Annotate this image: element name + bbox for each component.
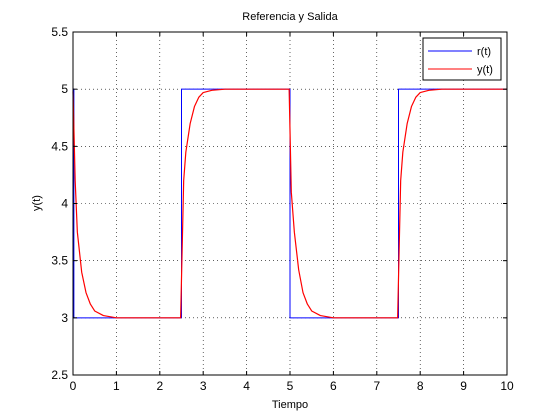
x-tick-label: 8 xyxy=(417,379,424,393)
series-line-y xyxy=(72,88,507,319)
legend-box xyxy=(422,37,502,81)
y-tick-label: 5 xyxy=(61,82,68,96)
legend-label-r: r(t) xyxy=(477,46,491,58)
x-tick-label: 4 xyxy=(243,379,250,393)
y-tick-label: 4 xyxy=(61,197,68,211)
x-tick-label: 2 xyxy=(156,379,163,393)
legend-label-y: y(t) xyxy=(477,64,493,76)
x-tick-label: 0 xyxy=(70,379,77,393)
x-tick-label: 1 xyxy=(113,379,120,393)
x-tick-label: 3 xyxy=(200,379,207,393)
x-tick-label: 9 xyxy=(460,379,467,393)
x-tick-label: 5 xyxy=(287,379,294,393)
y-tick-label: 3 xyxy=(61,311,68,325)
y-tick-label: 2.5 xyxy=(51,368,68,382)
chart-title: Referencia y Salida xyxy=(242,11,338,23)
y-tick-label: 5.5 xyxy=(51,25,68,39)
x-tick-label: 10 xyxy=(500,379,514,393)
legend: r(t) y(t) xyxy=(422,37,502,81)
y-axis-title: y(t) xyxy=(31,195,43,211)
x-tick-label: 7 xyxy=(373,379,380,393)
y-tick-label: 3.5 xyxy=(51,254,68,268)
y-tick-label: 4.5 xyxy=(51,139,68,153)
tick-layer: 0 1 2 3 4 5 6 7 8 9 10 2.5 3 3.5 4 4.5 5 5.5 xyxy=(51,25,514,393)
x-axis-title: Tiempo xyxy=(272,399,308,411)
x-tick-label: 6 xyxy=(330,379,337,393)
